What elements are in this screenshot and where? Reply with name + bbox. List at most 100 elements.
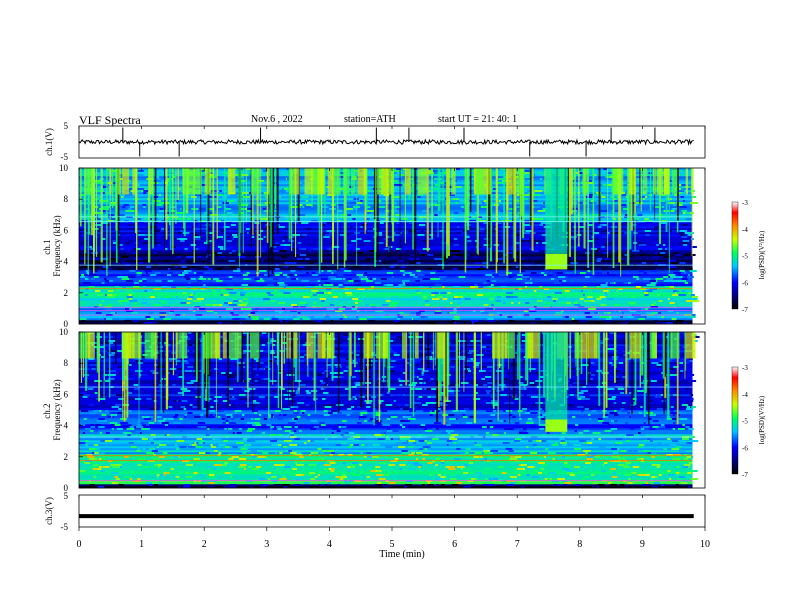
spec-speckle [529, 308, 536, 310]
spec-speckle [611, 232, 619, 234]
spec-speckle [313, 234, 317, 236]
spec-speckle [346, 202, 353, 204]
spec-row [79, 234, 693, 237]
spec-speckle [95, 350, 98, 352]
spec-speckle [245, 208, 252, 210]
spec-speckle [154, 442, 160, 444]
spec-speckle [144, 270, 152, 272]
spec-speckle [307, 474, 312, 476]
spec-speckle [225, 420, 229, 422]
spec-speckle [355, 284, 361, 286]
spec-speckle [475, 472, 479, 474]
spec-speckle [439, 322, 445, 324]
spec-streak [490, 168, 493, 262]
spec-speckle [571, 238, 577, 240]
spec-speckle [643, 272, 647, 274]
spec-speckle [350, 464, 357, 466]
spec-speckle [118, 398, 124, 400]
spec-row [79, 308, 693, 311]
spec-speckle [307, 228, 311, 230]
spec-speckle [259, 270, 267, 272]
spec-speckle [189, 268, 196, 270]
spec-speckle [500, 320, 507, 322]
spec-speckle [639, 426, 645, 428]
spec-speckle [124, 432, 132, 434]
spec-speckle [242, 332, 247, 334]
spec-streak [512, 168, 514, 227]
spec-speckle [656, 244, 660, 246]
spec-speckle [491, 388, 499, 390]
spec-speckle [576, 406, 584, 408]
spec-speckle [649, 400, 653, 402]
spec-streak [183, 168, 185, 229]
spec-speckle [323, 392, 329, 394]
spec-speckle [84, 294, 88, 296]
spec-speckle [687, 234, 691, 236]
spec-speckle [162, 452, 168, 454]
spec-speckle [141, 416, 146, 418]
spec-speckle [142, 286, 147, 288]
spec-speckle [360, 412, 368, 414]
spec-speckle [369, 278, 373, 280]
spec-speckle [573, 444, 582, 446]
spec-speckle [183, 486, 191, 488]
spec-speckle [682, 212, 688, 214]
spec-speckle [377, 236, 386, 238]
spec-speckle [352, 360, 356, 362]
spec-speckle [387, 370, 395, 372]
spec-speckle [495, 258, 503, 260]
spec-speckle [600, 284, 608, 286]
spec-speckle [229, 484, 237, 486]
spec-speckle [294, 438, 300, 440]
spec-speckle [499, 178, 507, 180]
spec-speckle [607, 414, 615, 416]
spec-speckle [513, 234, 521, 236]
spec-speckle [496, 266, 500, 268]
spec-speckle [182, 232, 190, 234]
spec-speckle [674, 414, 678, 416]
spec-speckle [629, 310, 637, 312]
spec-speckle [525, 360, 533, 362]
spec-speckle [586, 196, 593, 198]
spec-speckle [656, 366, 660, 368]
spec-speckle [481, 378, 485, 380]
spec-speckle [203, 284, 206, 286]
spec-speckle [581, 248, 587, 250]
spec-row [79, 408, 693, 411]
spec-speckle [279, 274, 282, 276]
spec-speckle [453, 318, 460, 320]
spec-speckle [448, 466, 456, 468]
spec-speckle [431, 294, 435, 296]
spec-speckle [198, 208, 206, 210]
spec-speckle [226, 236, 230, 238]
spec-streak [488, 168, 491, 248]
spec-speckle [689, 400, 694, 402]
spec-row [79, 240, 693, 243]
spec-speckle [572, 180, 581, 182]
spec-speckle [409, 222, 414, 224]
spec-speckle [108, 304, 113, 306]
spec-streak [412, 168, 414, 250]
spec-speckle [154, 484, 158, 486]
spec-speckle [107, 296, 115, 298]
spec-speckle [209, 294, 213, 296]
spec-speckle [93, 206, 99, 208]
spec-speckle [100, 168, 106, 170]
spec-speckle [230, 194, 237, 196]
spec-speckle [640, 336, 647, 338]
spec-speckle [319, 422, 325, 424]
spec-speckle [383, 432, 386, 434]
spec-speckle [422, 374, 427, 376]
spec-speckle [174, 238, 177, 240]
spec-speckle [382, 486, 390, 488]
spec-speckle [344, 278, 352, 280]
spec-speckle [116, 234, 124, 236]
spec-streak [477, 168, 479, 255]
spec-speckle [133, 358, 141, 360]
spec-speckle [92, 198, 100, 200]
spec-speckle [652, 304, 656, 306]
spec-speckle [527, 322, 531, 324]
spec-speckle [180, 298, 189, 300]
spec-speckle [234, 256, 242, 258]
spec-speckle [137, 448, 140, 450]
